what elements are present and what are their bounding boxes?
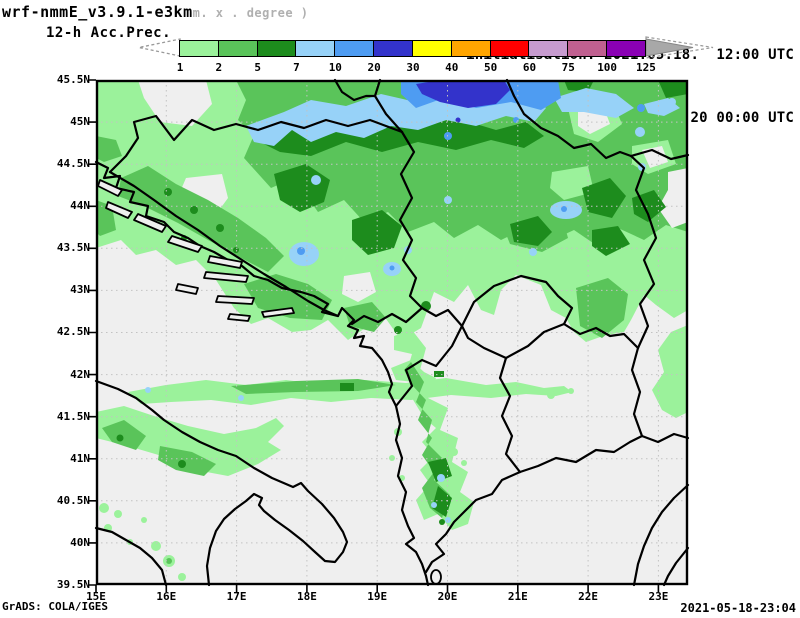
colorbar-tick-label: 7	[293, 61, 300, 74]
colorbar-segments	[179, 40, 646, 57]
colorbar-segment	[179, 40, 219, 57]
lat-tick-label: 42.5N	[56, 325, 90, 339]
lat-tick-label: 44.5N	[56, 157, 90, 171]
colorbar-tick-label: 75	[561, 61, 575, 74]
lon-tick-label: 22E	[578, 590, 599, 603]
title-units: m. x . degree )	[192, 6, 309, 20]
colorbar-tick-label: 40	[445, 61, 459, 74]
precip-layer-5-7mm	[116, 80, 688, 525]
precip-layer-20-30mm	[416, 80, 510, 123]
colorbar-tick-label: 1	[176, 61, 184, 74]
colorbar-segment	[606, 40, 646, 57]
colorbar-tick-label: 50	[484, 61, 498, 74]
lon-tick-label: 18E	[296, 590, 317, 603]
colorbar-segment	[217, 40, 258, 57]
colorbar-tick-label: 2	[215, 61, 223, 74]
colorbar-segment	[489, 40, 530, 57]
colorbar-above-max-arrow	[645, 36, 714, 59]
plot-subtitle: 12-h Acc.Prec.	[46, 25, 172, 41]
colorbar-segment	[528, 40, 569, 57]
lat-tick-label: 43N	[70, 283, 90, 297]
lat-tick-label: 45.5N	[56, 73, 90, 86]
country-borders	[108, 78, 690, 574]
lon-tick-label: 17E	[226, 590, 247, 603]
lat-tick-label: 42N	[70, 367, 90, 381]
adriatic-islands	[97, 179, 442, 585]
coastlines	[94, 160, 690, 587]
map-plot-area	[89, 78, 690, 592]
lon-tick-label: 15E	[86, 590, 106, 603]
lon-tick-label: 16E	[156, 590, 177, 603]
title-model: wrf-nmmE_v3.9.1-e3km	[2, 3, 193, 21]
lat-tick-label: 40N	[70, 535, 90, 549]
lon-tick-label: 21E	[507, 590, 528, 603]
lat-tick-label: 43.5N	[56, 241, 90, 255]
colorbar-segment	[256, 40, 297, 57]
colorbar-tick-label: 5	[254, 61, 261, 74]
colorbar-segment	[295, 40, 336, 57]
plot-timestamp: 2021-05-18-23:04	[680, 601, 796, 615]
lat-tick-label: 39.5N	[56, 577, 90, 591]
grads-attribution: GrADS: COLA/IGES	[2, 600, 108, 613]
colorbar-below-min-arrow	[138, 38, 181, 57]
colorbar-tick-label: 100	[597, 61, 618, 74]
colorbar-tick-label: 30	[406, 61, 420, 74]
lat-tick-label: 44N	[70, 199, 90, 213]
lon-tick-label: 23E	[648, 590, 669, 603]
lat-tick-label: 41.5N	[56, 409, 90, 423]
lat-tick-label: 45N	[70, 115, 90, 129]
colorbar-tick-label: 10	[328, 61, 342, 74]
lat-tick-label: 41N	[70, 451, 90, 465]
lat-tick-label: 40.5N	[56, 493, 90, 507]
colorbar-segment	[450, 40, 491, 57]
plot-title: wrf-nmmE_v3.9.1-e3kmm. x . degree )	[2, 3, 309, 21]
colorbar-tick-label: 125	[636, 61, 656, 74]
lon-tick-label: 19E	[367, 590, 388, 603]
colorbar-tick-label: 20	[367, 61, 381, 74]
colorbar-segment	[411, 40, 452, 57]
map-frame	[89, 79, 689, 592]
colorbar-segment	[334, 40, 375, 57]
colorbar-tick-label: 60	[522, 61, 537, 74]
lon-tick-label: 20E	[437, 590, 458, 603]
colorbar-segment	[567, 40, 608, 57]
colorbar-segment	[373, 40, 413, 57]
